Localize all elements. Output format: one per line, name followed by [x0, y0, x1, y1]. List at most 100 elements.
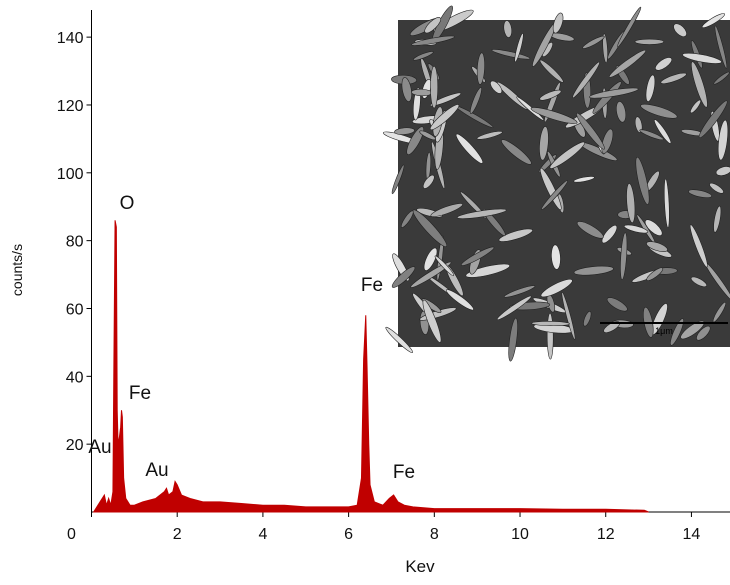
peak-label: Fe	[129, 383, 151, 404]
rod	[646, 267, 664, 281]
rod	[712, 301, 727, 323]
rod	[412, 209, 448, 247]
y-tick-label: 100	[57, 166, 84, 183]
rod	[644, 219, 663, 236]
rod	[531, 321, 570, 327]
y-tick-label: 120	[57, 98, 84, 115]
rod	[411, 35, 455, 46]
rod	[503, 20, 513, 38]
scale-label: 1μm	[655, 326, 673, 336]
rod	[434, 255, 455, 277]
rod	[508, 317, 518, 362]
x-tick-label: 10	[511, 526, 529, 543]
rod	[713, 205, 722, 233]
rod	[514, 33, 524, 63]
x-tick-label: 12	[597, 526, 615, 543]
rod	[551, 244, 561, 270]
x-axis-label: Kev	[405, 557, 435, 576]
rod	[640, 103, 678, 119]
rod	[582, 35, 605, 49]
rod	[476, 52, 485, 85]
rod	[655, 57, 673, 71]
rod	[576, 221, 604, 239]
rod	[709, 182, 724, 194]
rod	[501, 139, 532, 165]
rod	[654, 119, 672, 144]
y-tick-label: 140	[57, 30, 84, 47]
rod	[539, 59, 564, 83]
rod	[663, 178, 670, 228]
rod	[713, 71, 730, 85]
rod	[400, 210, 414, 228]
rod	[635, 156, 650, 205]
rod	[688, 189, 713, 198]
rod	[410, 261, 452, 288]
rod	[626, 183, 636, 224]
rod	[456, 208, 507, 219]
rod	[623, 224, 649, 234]
rod	[573, 176, 595, 183]
peak-label: Au	[145, 460, 168, 481]
rod	[401, 77, 412, 102]
rod	[530, 107, 578, 124]
rod	[412, 87, 421, 121]
rod	[660, 72, 687, 84]
rod	[422, 299, 442, 343]
peak-label: Fe	[361, 275, 383, 296]
rod	[673, 23, 687, 37]
rod	[689, 224, 708, 268]
x-tick-label: 14	[683, 526, 701, 543]
rod	[696, 325, 711, 341]
rod	[690, 99, 702, 114]
rod	[680, 320, 705, 340]
rod	[715, 166, 730, 176]
rod	[539, 89, 562, 101]
rod	[546, 312, 554, 360]
rod	[539, 126, 549, 161]
rod	[601, 224, 618, 244]
rod	[391, 266, 416, 288]
rod	[670, 318, 684, 346]
rod	[429, 92, 462, 107]
rod	[422, 174, 435, 189]
rod	[639, 129, 664, 141]
rod	[698, 100, 728, 139]
rod	[424, 17, 441, 34]
rod	[589, 87, 639, 99]
rod	[552, 12, 564, 34]
rod	[503, 285, 536, 298]
rod	[385, 326, 414, 354]
rod	[616, 101, 627, 123]
rod	[606, 297, 628, 312]
rod	[413, 51, 434, 61]
rod	[516, 96, 544, 121]
rod	[634, 38, 665, 45]
rod	[430, 203, 463, 217]
rod	[461, 246, 495, 266]
x-tick-label: 4	[258, 526, 267, 543]
rod	[620, 232, 628, 280]
rod	[549, 141, 585, 169]
rod	[498, 228, 533, 242]
rod	[430, 65, 439, 109]
rod	[617, 6, 642, 48]
spectrum	[92, 220, 649, 513]
rod	[541, 180, 568, 210]
y-tick-label: 40	[66, 369, 84, 386]
rod	[682, 52, 722, 64]
x-tick-label: 6	[344, 526, 353, 543]
rod	[406, 126, 424, 155]
rod	[476, 131, 503, 140]
rod	[496, 295, 532, 320]
rod	[446, 289, 474, 311]
y-tick-label: 60	[66, 301, 84, 318]
y-axis-label: counts/s	[9, 244, 25, 296]
inset-image	[382, 5, 730, 362]
rod	[691, 61, 708, 108]
rod	[701, 13, 725, 28]
rod	[391, 164, 405, 195]
y-tick-label: 80	[66, 234, 84, 251]
rod	[690, 276, 708, 288]
rod	[429, 104, 460, 131]
